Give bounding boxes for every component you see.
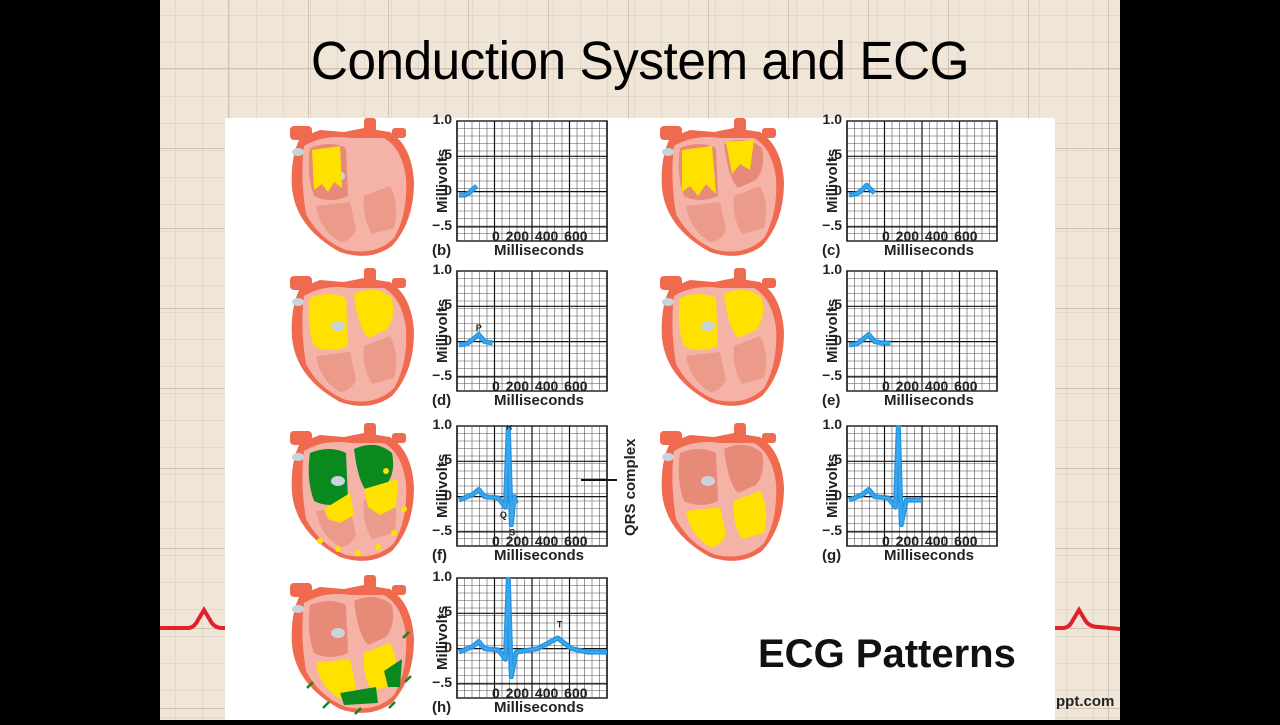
panel-label-b: (b) bbox=[432, 242, 452, 259]
svg-text:Q: Q bbox=[500, 510, 507, 520]
y-tick-label: −.5 bbox=[822, 366, 842, 383]
svg-text:P: P bbox=[476, 323, 482, 333]
y-tick-label: −.5 bbox=[432, 673, 452, 690]
y-tick-label: 1.0 bbox=[822, 416, 842, 432]
y-tick-label: −.5 bbox=[822, 521, 842, 538]
y-tick-label: 1.0 bbox=[432, 111, 452, 127]
x-axis-label: Milliseconds bbox=[494, 699, 585, 716]
x-tick-labels: 0 200 400 600 bbox=[492, 228, 588, 244]
heart-diagram-e-icon bbox=[650, 268, 790, 408]
y-tick-label: .5 bbox=[830, 296, 842, 313]
y-tick-label: 1.0 bbox=[432, 416, 452, 432]
y-tick-label: 0 bbox=[834, 486, 842, 503]
x-axis-label: Milliseconds bbox=[884, 547, 975, 564]
y-tick-label: −.5 bbox=[432, 216, 452, 233]
ecg-chart-d: P bbox=[456, 270, 608, 397]
qrs-pointer-line bbox=[581, 479, 617, 481]
svg-text:T: T bbox=[557, 619, 563, 629]
ecg-chart-b bbox=[456, 120, 608, 247]
y-tick-label: 0 bbox=[444, 638, 452, 655]
y-tick-label: .5 bbox=[440, 451, 452, 468]
heart-diagram-b-icon bbox=[280, 118, 420, 258]
x-axis-label: Milliseconds bbox=[494, 547, 585, 564]
heart-diagram-c-icon bbox=[650, 118, 790, 258]
x-tick-labels: 0 200 400 600 bbox=[882, 533, 978, 549]
panel-label-e: (e) bbox=[822, 392, 841, 409]
panel-label-g: (g) bbox=[822, 547, 842, 564]
y-tick-label: .5 bbox=[830, 146, 842, 163]
svg-text:S: S bbox=[509, 527, 515, 537]
x-tick-labels: 0 200 400 600 bbox=[882, 378, 978, 394]
x-axis-label: Milliseconds bbox=[884, 392, 975, 409]
y-tick-label: .5 bbox=[440, 146, 452, 163]
panel-label-h: (h) bbox=[432, 699, 452, 716]
y-tick-label: .5 bbox=[440, 603, 452, 620]
figure-caption: ECG Patterns bbox=[758, 632, 1016, 676]
y-tick-label: 0 bbox=[444, 331, 452, 348]
y-tick-label: 0 bbox=[444, 486, 452, 503]
x-tick-labels: 0 200 400 600 bbox=[492, 533, 588, 549]
y-tick-label: 0 bbox=[834, 181, 842, 198]
x-axis-label: Milliseconds bbox=[494, 242, 585, 259]
y-tick-label: .5 bbox=[830, 451, 842, 468]
heart-diagram-d-icon bbox=[280, 268, 420, 408]
x-axis-label: Milliseconds bbox=[884, 242, 975, 259]
heart-diagram-h-icon bbox=[280, 575, 420, 715]
panel-label-c: (c) bbox=[822, 242, 841, 259]
y-tick-label: −.5 bbox=[432, 521, 452, 538]
heart-diagram-g-icon bbox=[650, 423, 790, 563]
y-tick-label: −.5 bbox=[432, 366, 452, 383]
ecg-chart-e bbox=[846, 270, 998, 397]
watermark: ppt.com bbox=[1056, 693, 1115, 710]
y-tick-label: 0 bbox=[444, 181, 452, 198]
decorative-ecg-right-icon bbox=[1055, 606, 1120, 631]
y-tick-label: −.5 bbox=[822, 216, 842, 233]
decorative-ecg-left-icon bbox=[160, 606, 226, 630]
x-tick-labels: 0 200 400 600 bbox=[492, 378, 588, 394]
heart-diagram-f-icon bbox=[280, 423, 420, 563]
y-tick-label: 1.0 bbox=[432, 261, 452, 277]
y-tick-label: 0 bbox=[834, 331, 842, 348]
ecg-chart-c bbox=[846, 120, 998, 247]
y-tick-label: 1.0 bbox=[432, 568, 452, 584]
x-tick-labels: 0 200 400 600 bbox=[492, 685, 588, 701]
x-axis-label: Milliseconds bbox=[494, 392, 585, 409]
ecg-chart-h: T bbox=[456, 575, 608, 704]
y-tick-label: .5 bbox=[440, 296, 452, 313]
y-tick-label: 1.0 bbox=[822, 261, 842, 277]
y-tick-label: 1.0 bbox=[822, 111, 842, 127]
svg-text:R: R bbox=[506, 425, 513, 432]
qrs-complex-label: QRS complex bbox=[622, 438, 639, 536]
panel-label-f: (f) bbox=[432, 547, 447, 564]
x-tick-labels: 0 200 400 600 bbox=[882, 228, 978, 244]
ecg-chart-g bbox=[846, 423, 998, 552]
panel-label-d: (d) bbox=[432, 392, 452, 409]
slide-title: Conduction System and ECG bbox=[310, 31, 970, 91]
